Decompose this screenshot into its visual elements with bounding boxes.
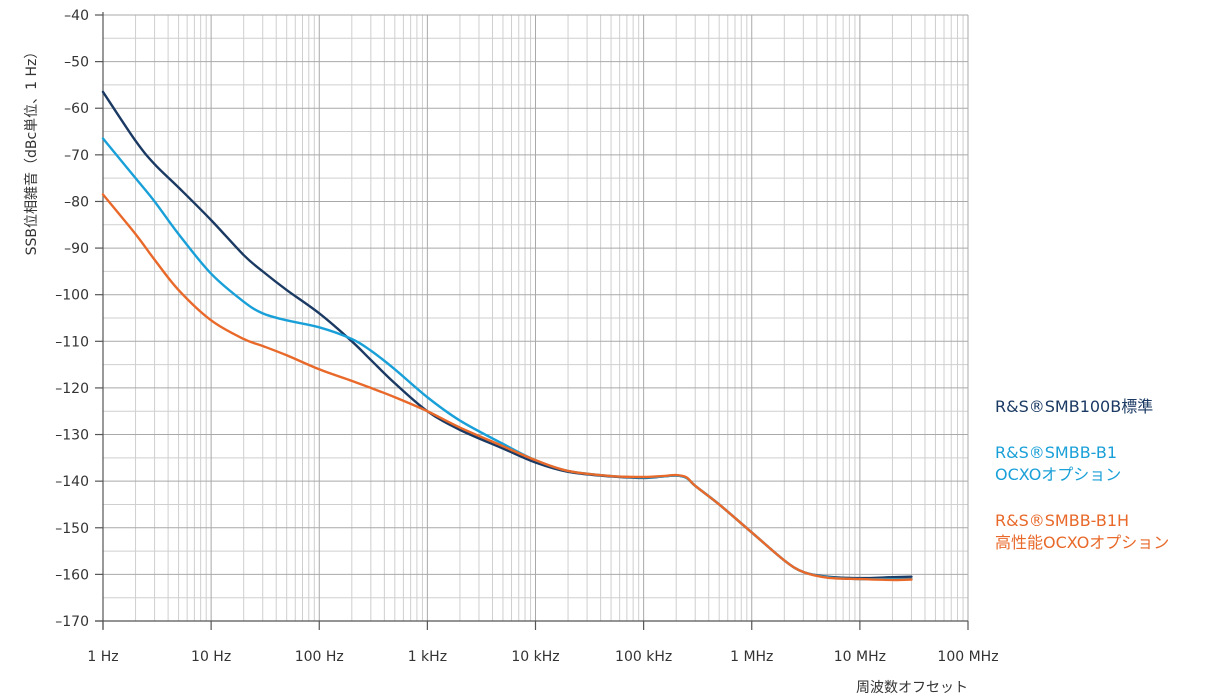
series-layer xyxy=(101,90,913,582)
y-tick-label: –170 xyxy=(55,614,89,630)
y-tick-labels: –40 –50 –60 –70 –80 –90 –100 –110 –120 –130 –140 –1… xyxy=(55,8,89,630)
x-tick-label: 10 Hz xyxy=(191,649,231,665)
y-tick-label: –70 xyxy=(64,148,89,164)
y-tick-label: –140 xyxy=(55,474,89,490)
y-tick-label: –160 xyxy=(55,567,89,583)
legend-entry-2: R&S®SMBB-B1 OCXOオプション xyxy=(995,443,1121,484)
y-tick-label: –90 xyxy=(64,241,89,257)
legend-entry-3: R&S®SMBB-B1H 高性能OCXOオプション xyxy=(995,511,1169,552)
legend-entry-line: R&S®SMBB-B1H xyxy=(995,511,1129,530)
x-tick-label: 100 Hz xyxy=(295,649,344,665)
y-tick-label: –110 xyxy=(55,334,89,350)
y-tick-label: –130 xyxy=(55,428,89,444)
y-axis-title: SSB位相雑音（dBc単位、1 Hz） xyxy=(23,45,40,256)
series-line-3 xyxy=(101,193,913,582)
legend-entry-line: R&S®SMB100B標準 xyxy=(995,397,1153,416)
series-line-2 xyxy=(101,137,913,581)
axes xyxy=(95,12,969,630)
x-axis-title: 周波数オフセット xyxy=(856,680,968,696)
y-tick-label: –40 xyxy=(64,8,89,24)
legend-entry-line: 高性能OCXOオプション xyxy=(995,533,1169,552)
x-tick-label: 1 MHz xyxy=(730,649,773,665)
x-tick-label: 1 Hz xyxy=(87,649,118,665)
legend-entry-line: OCXOオプション xyxy=(995,465,1121,484)
x-tick-label: 1 kHz xyxy=(408,649,447,665)
y-tick-label: –100 xyxy=(55,288,89,304)
legend-entry-line: R&S®SMBB-B1 xyxy=(995,443,1117,462)
y-tick-label: –60 xyxy=(64,101,89,117)
x-tick-label: 10 MHz xyxy=(834,649,886,665)
x-tick-labels: 1 Hz 10 Hz 100 Hz 1 kHz 10 kHz 100 kHz 1 MHz 10… xyxy=(87,649,998,665)
y-tick-label: –150 xyxy=(55,521,89,537)
x-tick-label: 100 MHz xyxy=(937,649,998,665)
x-tick-label: 10 kHz xyxy=(511,649,559,665)
y-tick-label: –80 xyxy=(64,194,89,210)
y-tick-label: –120 xyxy=(55,381,89,397)
series-line-1 xyxy=(101,90,913,580)
legend-entry-1: R&S®SMB100B標準 xyxy=(995,397,1153,416)
x-tick-label: 100 kHz xyxy=(615,649,672,665)
y-tick-label: –50 xyxy=(64,55,89,71)
